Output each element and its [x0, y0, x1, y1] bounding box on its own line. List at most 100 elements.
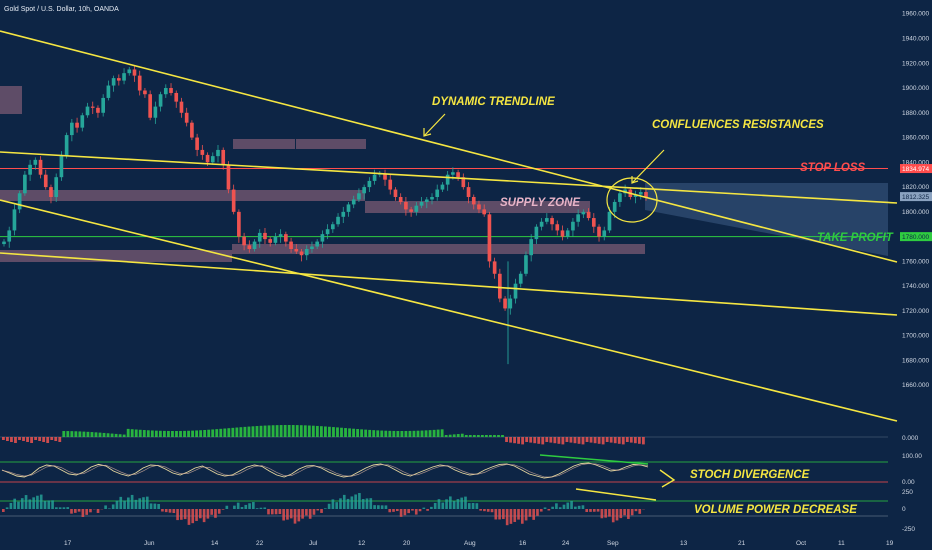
- volume-bar: [66, 507, 70, 509]
- osc-bar: [183, 430, 186, 437]
- osc-bar: [167, 430, 170, 437]
- stochastic-pane: [0, 454, 888, 488]
- volume-bar: [176, 509, 179, 521]
- osc-bar: [154, 430, 158, 437]
- osc-bar: [54, 437, 58, 441]
- zone-box: [0, 86, 22, 114]
- candle-body: [638, 192, 643, 195]
- projection-area: [645, 183, 888, 256]
- volume-bar: [270, 509, 274, 515]
- osc-bar: [191, 430, 194, 437]
- candle-body: [294, 249, 299, 252]
- time-axis[interactable]: 17 Jun 14 22 Jul 12 20 Aug 16 24 Sep 13 21 Oct 11 19: [64, 540, 894, 547]
- current-price-tag: [900, 192, 932, 202]
- osc-bar: [376, 430, 380, 437]
- osc-bar: [171, 430, 174, 437]
- candle-body: [179, 101, 184, 113]
- price-tick-label: 1820.000: [902, 184, 929, 191]
- osc-bar: [513, 437, 516, 444]
- osc-bar: [509, 437, 512, 443]
- candle-body: [59, 156, 64, 178]
- volume-bar: [543, 507, 547, 509]
- candle-body: [398, 196, 403, 202]
- volume-bar: [153, 503, 157, 509]
- time-tick-label: Jun: [144, 540, 155, 547]
- osc-bar: [34, 437, 38, 440]
- volume-bar: [2, 509, 5, 512]
- osc-bar: [589, 437, 593, 443]
- volume-bar: [604, 509, 607, 518]
- volume-bar: [494, 509, 498, 520]
- volume-bar: [312, 509, 316, 515]
- time-tick-label: 24: [562, 540, 570, 547]
- osc-bar: [291, 425, 295, 437]
- price-tick-label: 1680.000: [902, 357, 929, 364]
- volume-bar: [611, 509, 615, 523]
- osc-bar: [247, 426, 251, 437]
- osc-bar: [372, 430, 376, 437]
- candle-body: [424, 199, 429, 202]
- candle-body: [393, 189, 398, 197]
- trendlines[interactable]: [0, 30, 898, 422]
- candle-body: [169, 88, 173, 93]
- candle-body: [12, 209, 17, 231]
- candle-body: [404, 201, 408, 210]
- candle-body: [132, 69, 137, 76]
- osc-bar: [432, 429, 436, 437]
- osc-bar: [271, 425, 275, 437]
- osc-bar: [633, 437, 637, 444]
- candle-body: [117, 78, 121, 81]
- volume-bar: [96, 509, 100, 513]
- osc-bar: [86, 431, 90, 437]
- osc-bar: [158, 430, 162, 437]
- osc-bar: [577, 437, 581, 444]
- candle-body: [560, 230, 565, 237]
- candle-body: [414, 205, 419, 212]
- candle-body: [602, 230, 607, 237]
- supply-demand-zones: [0, 86, 888, 262]
- osc-bar: [30, 437, 33, 443]
- candle-body: [221, 149, 226, 165]
- price-tick-label: 1880.000: [902, 110, 929, 117]
- volume-bar: [475, 503, 479, 509]
- osc-bar: [601, 437, 605, 445]
- osc-bar: [617, 437, 621, 444]
- candle-body: [163, 88, 168, 95]
- volume-bar: [528, 509, 532, 517]
- volume-bar: [369, 498, 373, 509]
- osc-bar: [493, 435, 496, 437]
- osc-bar: [14, 437, 17, 443]
- candle-body: [440, 184, 445, 190]
- osc-bar: [541, 437, 545, 445]
- volume-bar: [437, 499, 441, 509]
- price-axis[interactable]: 1960.000 1940.000 1920.000 1900.000 1880.000…: [902, 11, 929, 390]
- osc-bar: [360, 429, 364, 437]
- candle-body: [409, 209, 413, 212]
- osc-bar: [525, 437, 529, 442]
- volume-bar: [108, 508, 111, 509]
- candle-body: [289, 241, 293, 250]
- volume-bar: [5, 507, 9, 509]
- volume-bar: [502, 509, 505, 520]
- volume-bar: [161, 509, 164, 512]
- osc-bar: [187, 430, 190, 437]
- candle-body: [38, 159, 43, 175]
- volume-bar: [581, 505, 585, 509]
- support-trendline: [0, 252, 898, 316]
- volume-bar: [467, 503, 471, 509]
- osc-bar: [251, 426, 255, 437]
- time-tick-label: 22: [256, 540, 264, 547]
- volume-bar: [324, 508, 327, 509]
- osc-bar: [641, 437, 645, 445]
- volume-bar: [263, 507, 267, 509]
- stoch-100-label: 100.00: [902, 453, 922, 460]
- volume-bar: [28, 499, 32, 509]
- osc-bar: [10, 437, 13, 442]
- candle-body: [304, 249, 309, 256]
- price-tick-label: 1700.000: [902, 333, 929, 340]
- volume-bar: [233, 505, 236, 509]
- osc-bar: [537, 437, 541, 444]
- candle-body: [143, 90, 147, 95]
- osc-bar: [2, 437, 5, 440]
